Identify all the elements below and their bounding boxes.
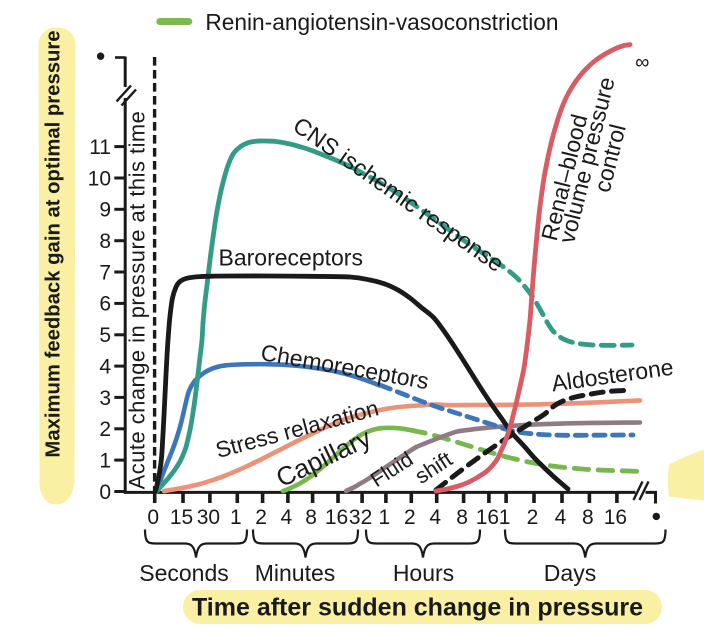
svg-text:1: 1 [499,506,511,529]
svg-text:Time after sudden change in pr: Time after sudden change in pressure [192,594,643,622]
svg-text:Days: Days [544,560,596,586]
svg-text:2: 2 [404,506,416,529]
svg-text:4: 4 [281,506,293,529]
svg-text:16: 16 [476,506,499,529]
svg-text:2: 2 [99,418,111,441]
svg-text:4: 4 [99,355,111,378]
svg-text:16: 16 [604,506,627,529]
svg-text:32: 32 [349,506,372,529]
svg-text:8: 8 [582,506,594,529]
svg-text:4: 4 [429,506,441,529]
svg-text:0: 0 [147,506,159,529]
svg-text:2: 2 [527,506,539,529]
svg-text:1: 1 [379,506,391,529]
svg-text:4: 4 [555,506,567,529]
svg-text:6: 6 [99,293,111,316]
svg-text:Seconds: Seconds [139,560,229,586]
svg-text:3: 3 [99,387,111,410]
svg-text:Renin-angiotensin-vasoconstric: Renin-angiotensin-vasoconstriction [205,9,558,35]
svg-text:Maximum feedback gain at optim: Maximum feedback gain at optimal pressur… [43,30,65,457]
svg-text:2: 2 [255,506,267,529]
svg-text:8: 8 [99,230,111,253]
svg-text:16: 16 [325,506,348,529]
svg-text:∞: ∞ [635,52,649,74]
svg-text:8: 8 [456,506,468,529]
svg-text:5: 5 [99,324,111,347]
svg-text:7: 7 [99,261,111,284]
svg-text:9: 9 [99,199,111,222]
svg-text:1: 1 [230,506,242,529]
svg-text:Minutes: Minutes [255,560,336,586]
svg-text:1: 1 [99,449,111,472]
svg-text:Hours: Hours [393,560,454,586]
svg-text:10: 10 [88,167,111,190]
svg-text:11: 11 [89,136,111,159]
svg-text:15: 15 [170,506,193,529]
svg-text:30: 30 [197,506,220,529]
svg-text:Baroreceptors: Baroreceptors [219,245,363,271]
svg-text:8: 8 [305,506,317,529]
svg-text:0: 0 [99,481,111,504]
svg-text:Acute change in pressure at th: Acute change in pressure at this time [125,111,150,490]
